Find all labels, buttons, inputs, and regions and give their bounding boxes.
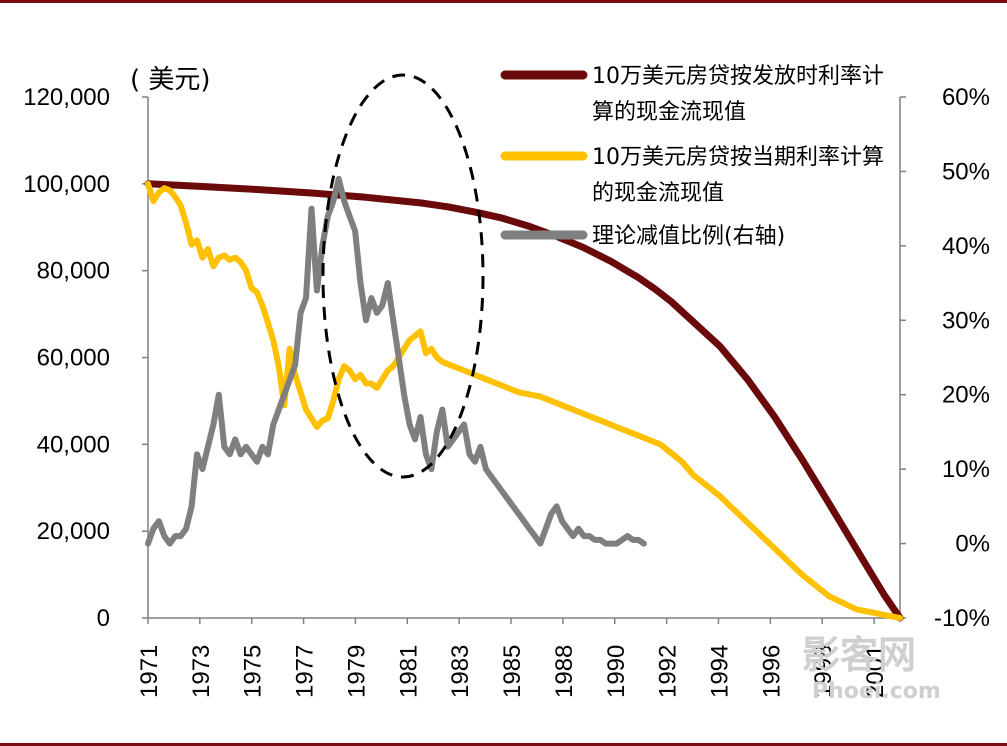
x-tick-label: 2001 [862,645,889,698]
watermark-text: 影客网 [802,633,916,677]
x-tick-label: 1990 [603,645,630,698]
y-right-tick-label: 40% [942,233,990,260]
x-tick-label: 1994 [706,645,733,698]
y-right-tick-label: 10% [942,456,990,483]
y-right-tick-label: -10% [934,605,990,632]
legend-label-2: 10万美元房贷按当期利率计算 [592,145,884,170]
annotation-ellipse [321,73,485,479]
x-tick-label: 1983 [447,645,474,698]
bottom-border [0,743,1007,746]
y-right-tick-label: 20% [942,382,990,409]
unit-label-group: ( 美元) [130,65,211,95]
series-line-1 [144,180,904,622]
y-left-tick-label: 20,000 [37,518,110,545]
y-left-tick-label: 40,000 [37,431,110,458]
legend-label-2: 的现金流现值 [592,181,724,206]
x-tick-label: 1996 [758,645,785,698]
x-tick-label: 1985 [499,645,526,698]
x-tick-label: 1977 [292,645,319,698]
y-left-tick-label: 100,000 [23,171,110,198]
axes [142,96,906,624]
y-right-tick-label: 50% [942,158,990,185]
x-tick-label: 1979 [343,645,370,698]
legend-label-3: 理论减值比例(右轴) [592,224,785,249]
x-tick-label: 1992 [655,645,682,698]
watermark-subtext: Phoei.com [812,679,941,704]
y-left-tick-label: 60,000 [37,345,110,372]
series-line-2 [145,180,903,621]
y-left-tick-label: 80,000 [37,258,110,285]
legend-label-1: 算的现金流现值 [592,100,746,125]
x-tick-label: 1998 [810,645,837,698]
series-line-3 [145,175,647,547]
top-border [0,0,1007,3]
annotation [321,73,485,479]
x-tick-label: 1975 [240,645,267,698]
y-left-tick-label: 0 [97,605,110,632]
unit-label: ( 美元) [130,65,211,95]
series-lines [144,175,904,622]
x-tick-label: 1973 [188,645,215,698]
legend-label-1: 10万美元房贷按发放时利率计 [592,64,884,89]
y-right-tick-label: 30% [942,307,990,334]
y-left-tick-label: 120,000 [23,84,110,111]
x-tick-label: 1988 [551,645,578,698]
y-right-tick-label: 0% [955,531,990,558]
y-right-tick-label: 60% [942,84,990,111]
x-tick-label: 1981 [395,645,422,698]
tick-labels: 0 20,000 40,000 60,000 80,000 100,000 120,000 -… [23,84,990,698]
x-tick-label: 1971 [136,645,163,698]
